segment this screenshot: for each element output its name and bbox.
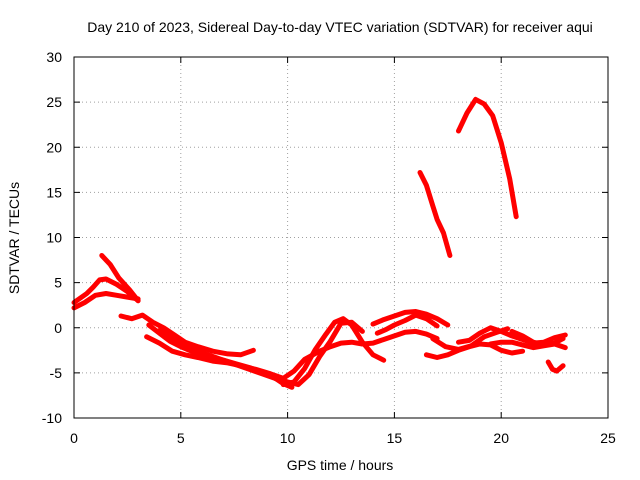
- grid-lines: [74, 57, 608, 418]
- y-tick-label: -10: [42, 410, 62, 426]
- axis-ticks: 0 5 10 15 20 25 -10 -5 0 5 10 15 20 25 30: [42, 49, 616, 446]
- series-line-arc-17: [545, 359, 566, 374]
- y-tick-label: -5: [50, 365, 63, 381]
- series-line-arc-4: [118, 312, 256, 358]
- y-tick-label: 25: [46, 94, 62, 110]
- series-line-arc-7: [156, 319, 365, 388]
- series-line-arc-10: [374, 312, 440, 336]
- y-tick-label: 5: [54, 275, 62, 291]
- series-line-arc-14: [456, 325, 568, 346]
- series-line-arc-11: [370, 309, 451, 328]
- series-line-arc-8: [280, 316, 387, 388]
- series-line-arc-18: [417, 170, 453, 258]
- y-tick-label: 10: [46, 230, 62, 246]
- chart-title: Day 210 of 2023, Sidereal Day-to-day VTE…: [87, 19, 593, 35]
- series-line-arc-3: [99, 253, 141, 304]
- x-tick-label: 5: [177, 430, 185, 446]
- y-tick-label: 30: [46, 49, 62, 65]
- y-tick-label: 20: [46, 139, 62, 155]
- x-tick-label: 25: [600, 430, 616, 446]
- series-line-arc-9: [359, 328, 440, 347]
- x-tick-label: 15: [387, 430, 403, 446]
- x-tick-label: 0: [70, 430, 78, 446]
- series-line-arc-2: [71, 291, 141, 311]
- series-line-arc-1: [71, 276, 141, 305]
- series-line-arc-16: [509, 328, 566, 348]
- x-axis-label: GPS time / hours: [287, 457, 394, 473]
- series-line-arc-19: [456, 96, 519, 220]
- x-tick-label: 20: [493, 430, 509, 446]
- y-tick-label: 0: [54, 320, 62, 336]
- y-tick-label: 15: [46, 184, 62, 200]
- data-series: [71, 96, 568, 390]
- x-tick-label: 10: [280, 430, 296, 446]
- y-axis-label: SDTVAR / TECUs: [6, 182, 22, 294]
